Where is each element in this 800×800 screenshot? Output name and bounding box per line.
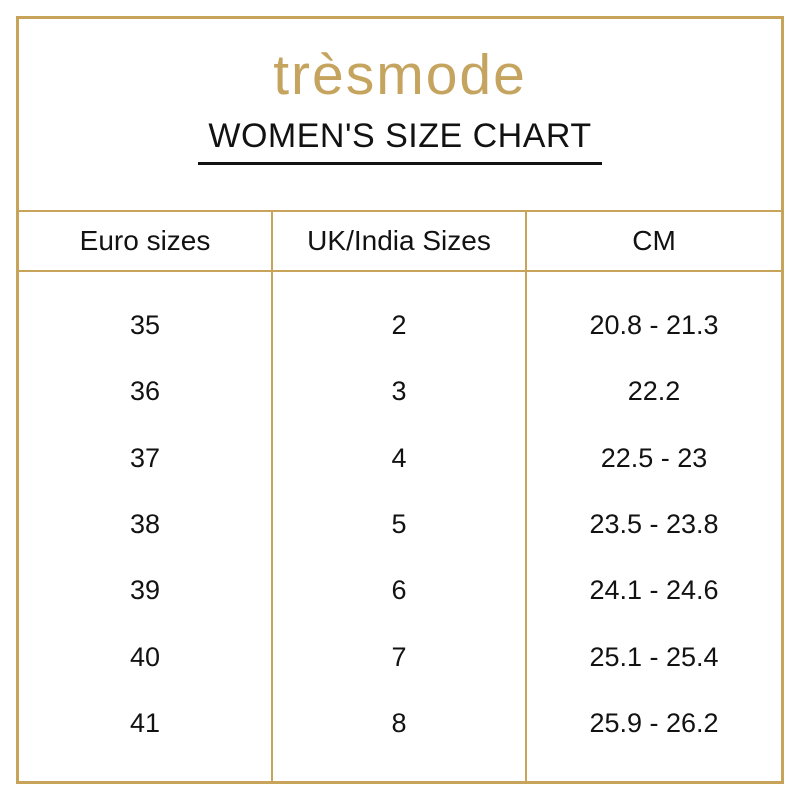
table-cell-euro: 41 [129,708,161,739]
table-header-row: Euro sizes UK/India Sizes CM [19,210,781,272]
table-cell-euro: 39 [129,575,161,606]
header-cell-uk-india-sizes: UK/India Sizes [273,212,527,270]
table-cell-cm: 23.5 - 23.8 [589,508,719,539]
table-cell-euro: 36 [129,376,161,407]
table-cell-uk-india: 3 [391,376,407,407]
page-title: WOMEN'S SIZE CHART [198,117,602,166]
column-euro-sizes: 35 36 37 38 39 40 41 [19,272,273,781]
table-cell-euro: 37 [129,442,161,473]
table-cell-uk-india: 6 [391,575,407,606]
table-cell-cm: 24.1 - 24.6 [589,575,719,606]
table-cell-euro: 40 [129,641,161,672]
table-cell-cm: 22.2 [627,376,681,407]
column-cm: 20.8 - 21.3 22.2 22.5 - 23 23.5 - 23.8 2… [527,272,781,781]
outer-gold-frame: trèsmode WOMEN'S SIZE CHART Euro sizes U… [16,16,784,784]
table-body: 35 36 37 38 39 40 41 2 3 4 5 6 7 8 20.8 … [19,272,781,781]
table-cell-euro: 35 [129,309,161,340]
header-cell-cm: CM [632,225,676,256]
table-cell-uk-india: 8 [391,708,407,739]
table-cell-cm: 20.8 - 21.3 [589,309,719,340]
table-cell-uk-india: 7 [391,641,407,672]
table-cell-cm: 22.5 - 23 [600,442,708,473]
table-cell-cm: 25.9 - 26.2 [589,708,719,739]
column-uk-india-sizes: 2 3 4 5 6 7 8 [273,272,527,781]
header-cell-euro-sizes: Euro sizes [19,212,273,270]
table-cell-uk-india: 2 [391,309,407,340]
brand-logo: trèsmode [273,43,527,107]
table-cell-uk-india: 4 [391,442,407,473]
table-cell-cm: 25.1 - 25.4 [589,641,719,672]
masthead: trèsmode WOMEN'S SIZE CHART [19,19,781,210]
table-cell-euro: 38 [129,508,161,539]
table-cell-uk-india: 5 [391,508,407,539]
